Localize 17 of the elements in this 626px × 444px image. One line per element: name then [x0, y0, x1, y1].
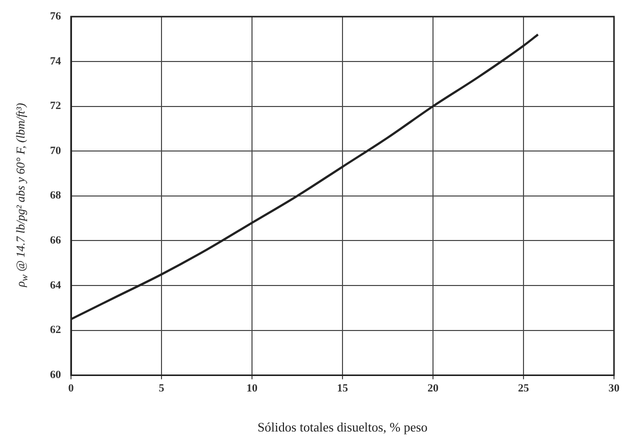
x-axis-title: Sólidos totales disueltos, % peso [257, 420, 428, 435]
y-tick-label: 76 [50, 10, 62, 22]
x-tick-label: 30 [608, 382, 620, 395]
y-tick-label: 60 [50, 369, 62, 382]
x-tick-label: 10 [246, 382, 258, 395]
x-tick-label: 0 [68, 382, 74, 395]
x-tick-label: 15 [337, 382, 348, 395]
y-tick-label: 62 [50, 324, 62, 336]
y-tick-label: 68 [50, 190, 62, 202]
y-tick-label: 70 [50, 144, 62, 157]
x-tick-label: 5 [158, 382, 165, 395]
y-tick-label: 74 [50, 55, 62, 68]
y-tick-label: 66 [50, 234, 62, 247]
y-tick-label: 64 [50, 279, 62, 292]
x-tick-label: 25 [518, 382, 530, 395]
y-tick-label: 72 [50, 100, 62, 112]
x-tick-label: 20 [428, 382, 439, 395]
